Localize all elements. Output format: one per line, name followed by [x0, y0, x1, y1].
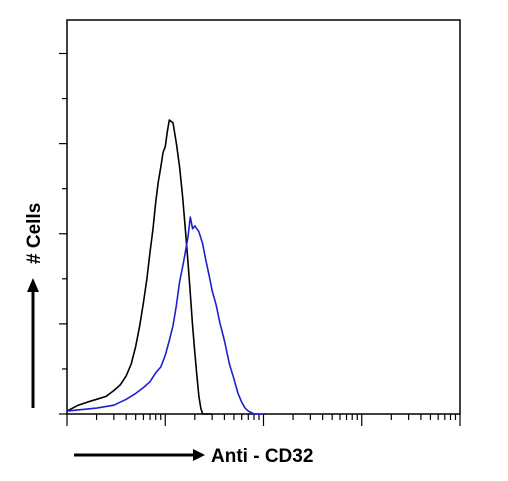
axes — [59, 19, 461, 426]
series-line-blue — [66, 216, 264, 415]
y-axis-label-group: # Cells — [24, 203, 45, 408]
y-axis-arrowhead — [27, 278, 39, 292]
x-axis-arrowhead — [193, 449, 205, 461]
plot-frame — [66, 19, 461, 415]
y-axis-label: # Cells — [24, 203, 45, 264]
plot-area — [66, 119, 264, 415]
x-axis-label: Anti - CD32 — [211, 446, 313, 467]
x-axis-label-group: Anti - CD32 — [74, 446, 313, 467]
series-line-black — [66, 119, 213, 415]
